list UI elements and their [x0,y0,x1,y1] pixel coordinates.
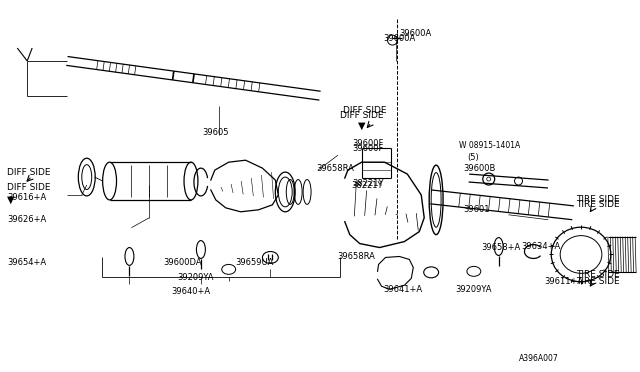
Text: 39600B: 39600B [463,164,495,173]
Text: A396A007: A396A007 [518,354,558,363]
Text: 39611+A: 39611+A [544,277,584,286]
Text: 39659UA: 39659UA [236,258,274,267]
Text: 39600A: 39600A [399,29,431,38]
Text: 39616+A: 39616+A [7,193,47,202]
Text: 39601: 39601 [463,205,490,214]
Text: 39209YA: 39209YA [178,273,214,282]
Text: DIFF SIDE: DIFF SIDE [340,111,383,120]
Text: 38221Y: 38221Y [353,179,384,187]
Text: 39658RA: 39658RA [316,164,354,173]
Text: TIRE SIDE: TIRE SIDE [576,195,620,204]
Text: 39605: 39605 [202,128,229,137]
Text: 39640+A: 39640+A [172,287,211,296]
Text: (5): (5) [467,153,479,162]
Text: DIFF SIDE: DIFF SIDE [7,183,51,192]
Text: 39634+A: 39634+A [522,242,561,251]
Text: ▼: ▼ [7,195,15,205]
Text: DIFF SIDE: DIFF SIDE [7,168,51,177]
Text: TIRE SIDE: TIRE SIDE [576,270,620,279]
Text: 39600A: 39600A [383,33,415,43]
Text: DIFF SIDE: DIFF SIDE [343,106,387,115]
Text: 39600DA: 39600DA [163,258,202,267]
Text: 39654+A: 39654+A [7,258,47,267]
Text: TIRE SIDE: TIRE SIDE [576,201,620,209]
Text: TIRE SIDE: TIRE SIDE [576,277,620,286]
Text: 39600F: 39600F [353,139,384,148]
Text: 39600F: 39600F [353,144,384,153]
Text: 39658RA: 39658RA [338,252,376,261]
Text: 39209YA: 39209YA [456,285,492,294]
Text: 38221Y: 38221Y [352,180,383,189]
Text: 39626+A: 39626+A [7,215,47,224]
Text: 39658+A: 39658+A [482,243,521,252]
Text: 39641+A: 39641+A [383,285,422,294]
Text: W 08915-1401A: W 08915-1401A [459,141,520,150]
Text: ▼: ▼ [358,121,365,131]
